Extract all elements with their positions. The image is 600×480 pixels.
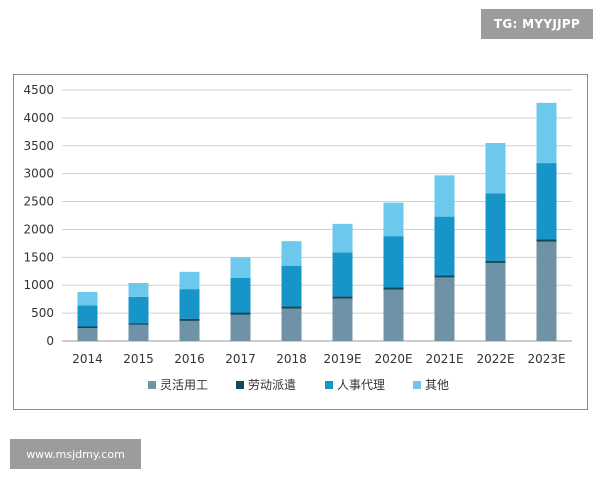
bar-segment	[179, 271, 200, 290]
bar-segment	[179, 289, 200, 319]
bar-segment	[128, 282, 149, 297]
bar-segment	[332, 298, 353, 341]
y-tick-label: 1500	[23, 250, 54, 264]
bar-segment	[485, 262, 506, 341]
x-tick-label: 2019E	[323, 352, 361, 366]
bar-segment	[536, 241, 557, 341]
x-tick-label: 2017	[225, 352, 256, 366]
bar-segment	[536, 239, 557, 242]
x-tick-label: 2021E	[425, 352, 463, 366]
bar-segment	[383, 236, 404, 288]
bar-segment	[434, 216, 455, 276]
bar-segment	[128, 324, 149, 341]
bar-segment	[77, 305, 98, 327]
legend-label: 人事代理	[337, 378, 385, 392]
legend-swatch	[325, 381, 333, 389]
bar-segment	[332, 252, 353, 297]
bar-segment	[179, 318, 200, 321]
bar-segment	[485, 193, 506, 261]
legend: 灵活用工 劳动派遣 人事代理 其他	[148, 377, 449, 392]
bar-segment	[281, 306, 302, 309]
x-tick-label: 2020E	[374, 352, 412, 366]
bar-segment	[536, 163, 557, 240]
legend-swatch	[148, 381, 156, 389]
bar-segment	[383, 287, 404, 290]
bar-segment	[485, 260, 506, 263]
bar-segment	[77, 291, 98, 306]
bar-segment	[128, 323, 149, 325]
watermark-site: www.msjdmy.com	[10, 439, 141, 469]
bar-segment	[383, 289, 404, 341]
bar-segment	[536, 102, 557, 164]
bar-segment	[128, 296, 149, 324]
x-tick-label: 2018	[276, 352, 307, 366]
bar-segment	[485, 142, 506, 194]
bar-segment	[281, 308, 302, 341]
bar-segment	[332, 296, 353, 299]
legend-label: 劳动派遣	[248, 377, 296, 392]
x-tick-label: 2022E	[476, 352, 514, 366]
bar-segment	[281, 241, 302, 266]
bar-segment	[434, 275, 455, 278]
x-tick-label: 2015	[123, 352, 154, 366]
legend-label: 灵活用工	[160, 378, 208, 392]
y-tick-labels: 0 500 1000 1500 2000 2500 3000 3500 4000 4500	[23, 83, 54, 348]
x-tick-label: 2023E	[527, 352, 565, 366]
y-tick-label: 2500	[23, 195, 54, 209]
x-tick-labels: 2014 2015 2016 2017 2018 2019E 2020E 2021E 2022E…	[72, 352, 565, 366]
legend-label: 其他	[425, 378, 449, 392]
y-tick-label: 4500	[23, 83, 54, 97]
bar-segment	[77, 328, 98, 341]
x-tick-label: 2014	[72, 352, 103, 366]
bars	[77, 102, 557, 341]
bar-segment	[230, 314, 251, 341]
y-tick-label: 4000	[23, 111, 54, 125]
bar-segment	[230, 277, 251, 313]
legend-swatch	[236, 381, 244, 389]
bar-segment	[434, 175, 455, 217]
y-tick-label: 0	[46, 334, 54, 348]
bar-segment	[179, 320, 200, 341]
legend-swatch	[413, 381, 421, 389]
bar-segment	[434, 277, 455, 341]
x-tick-label: 2016	[174, 352, 205, 366]
watermark-tg: TG: MYYJJPP	[481, 9, 593, 39]
y-tick-label: 500	[31, 306, 54, 320]
bar-segment	[332, 223, 353, 253]
bar-segment	[230, 312, 251, 315]
y-tick-label: 3000	[23, 167, 54, 181]
bar-segment	[281, 265, 302, 307]
y-tick-label: 1000	[23, 278, 54, 292]
bar-segment	[77, 326, 98, 329]
y-tick-label: 2000	[23, 222, 54, 236]
bar-segment	[383, 202, 404, 237]
bar-segment	[230, 257, 251, 278]
y-tick-label: 3500	[23, 139, 54, 153]
